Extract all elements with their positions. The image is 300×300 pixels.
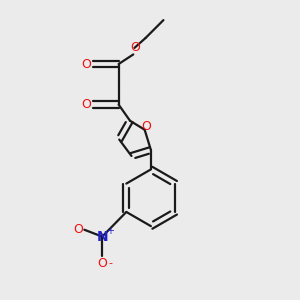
Text: O: O [81,98,91,111]
Text: N: N [96,230,108,244]
Text: O: O [97,257,107,270]
Text: -: - [109,259,112,269]
Text: O: O [130,41,140,54]
Text: +: + [106,226,114,236]
Text: O: O [81,58,91,70]
Text: O: O [141,120,151,133]
Text: O: O [73,223,83,236]
